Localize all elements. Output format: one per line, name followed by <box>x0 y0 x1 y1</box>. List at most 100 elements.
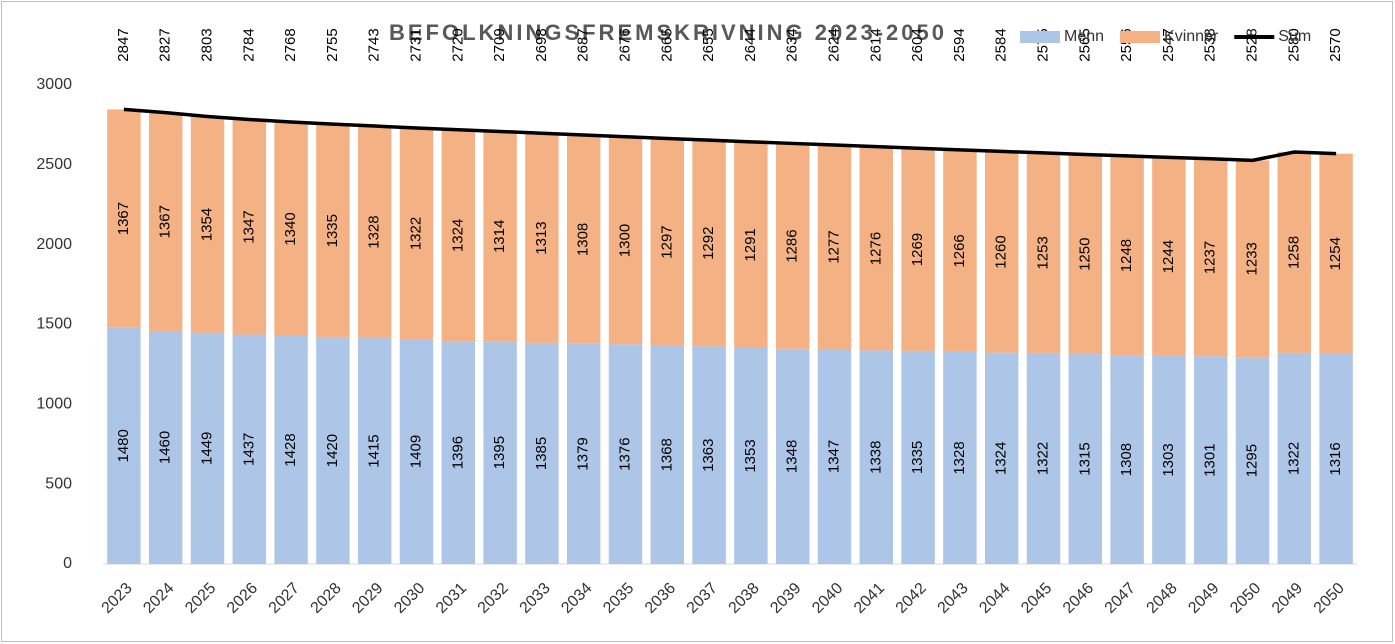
bar-segment <box>232 334 267 564</box>
bar-segment <box>650 345 685 564</box>
data-label: 2665 <box>658 28 675 61</box>
bar-segment <box>1152 157 1186 356</box>
data-label: 1258 <box>1285 236 1302 269</box>
data-label: 1437 <box>240 433 257 466</box>
data-label: 1348 <box>784 440 801 473</box>
data-label: 1338 <box>867 440 884 473</box>
data-label: 1428 <box>282 433 299 466</box>
legend-label: Sum <box>1278 28 1311 45</box>
data-label: 1328 <box>951 441 968 474</box>
data-label: 1385 <box>533 437 550 470</box>
bar-segment <box>943 149 977 352</box>
data-label: 2584 <box>993 28 1010 61</box>
bar-segment <box>1235 357 1270 564</box>
y-tick-label: 3000 <box>36 76 72 93</box>
data-label: 1269 <box>909 233 926 266</box>
data-label: 1308 <box>575 223 592 256</box>
data-label: 1420 <box>324 434 341 467</box>
bar-segment <box>1277 352 1312 564</box>
bar-segment <box>357 126 392 339</box>
data-label: 1292 <box>700 227 717 260</box>
data-label: 1347 <box>825 440 842 473</box>
data-label: 1335 <box>324 214 341 247</box>
data-label: 2644 <box>742 28 759 61</box>
bar-segment <box>566 134 601 344</box>
bar-segment <box>483 341 517 564</box>
data-label: 1353 <box>742 439 759 472</box>
data-label: 1367 <box>157 205 174 238</box>
bar-segment <box>859 350 894 564</box>
bar-segment <box>525 133 559 343</box>
data-label: 1253 <box>1034 236 1051 269</box>
bar-segment <box>650 138 685 346</box>
legend-label: Kvinner <box>1164 28 1219 45</box>
data-label: 2784 <box>240 28 257 61</box>
data-label: 1480 <box>115 429 132 462</box>
data-label: 2538 <box>1202 28 1219 61</box>
legend-swatch <box>1120 31 1161 43</box>
y-tick-label: 0 <box>63 555 72 572</box>
data-label: 1303 <box>1160 443 1177 476</box>
data-label: 1237 <box>1202 241 1219 274</box>
data-label: 1308 <box>1118 443 1135 476</box>
bar-segment <box>566 343 601 564</box>
bar-segment <box>608 344 643 564</box>
data-label: 1260 <box>993 235 1010 268</box>
bar-segment <box>1026 352 1061 564</box>
data-label: 1313 <box>533 221 550 254</box>
bar-segment <box>107 109 141 328</box>
y-tick-label: 500 <box>45 475 72 492</box>
bar-segment <box>608 136 643 345</box>
y-tick-label: 2000 <box>36 236 72 253</box>
bar-segment <box>525 342 559 564</box>
bar-segment <box>483 131 517 342</box>
data-label: 2755 <box>324 28 341 61</box>
data-label: 1376 <box>616 437 633 470</box>
data-label: 1316 <box>1327 442 1344 475</box>
legend-swatch <box>1020 31 1060 43</box>
data-label: 1324 <box>449 219 466 252</box>
legend-label: Menn <box>1064 28 1104 45</box>
bar-segment <box>190 332 225 564</box>
bar-segment <box>817 145 852 349</box>
bar-segment <box>859 146 894 351</box>
data-label: 2528 <box>1243 28 1260 61</box>
bar-segment <box>190 116 225 333</box>
data-label: 2624 <box>825 28 842 61</box>
data-label: 1354 <box>198 208 215 241</box>
y-tick-label: 2500 <box>36 156 72 173</box>
data-label: 2720 <box>449 28 466 61</box>
bar-segment <box>232 119 267 335</box>
data-label: 2565 <box>1076 28 1093 61</box>
data-label: 1368 <box>658 438 675 471</box>
y-tick-label: 1000 <box>36 396 72 413</box>
data-label: 2768 <box>282 28 299 61</box>
bar-segment <box>901 148 935 351</box>
bar-segment <box>441 129 476 342</box>
data-label: 2614 <box>867 28 884 61</box>
data-label: 2570 <box>1327 28 1344 61</box>
bar-segment <box>1068 154 1103 355</box>
data-label: 1409 <box>407 435 424 468</box>
data-label: 1322 <box>1285 442 1302 475</box>
bar-segment <box>984 352 1019 564</box>
data-label: 1291 <box>742 228 759 261</box>
bar-segment <box>1235 160 1270 358</box>
data-label: 1248 <box>1118 239 1135 272</box>
data-label: 1300 <box>616 224 633 257</box>
bar-segment <box>901 350 935 564</box>
bar-segment <box>775 348 810 564</box>
data-label: 1315 <box>1076 442 1093 475</box>
data-label: 1295 <box>1243 444 1260 477</box>
data-label: 1322 <box>407 217 424 250</box>
bar-segment <box>734 347 768 564</box>
bar-segment <box>1152 355 1186 564</box>
bar-segment <box>1193 356 1228 564</box>
bar-segment <box>1110 355 1144 564</box>
data-label: 2698 <box>533 28 550 61</box>
data-label: 1367 <box>115 202 132 235</box>
data-label: 1250 <box>1076 238 1093 271</box>
bar-segment <box>1193 158 1228 357</box>
data-label: 2827 <box>157 28 174 61</box>
